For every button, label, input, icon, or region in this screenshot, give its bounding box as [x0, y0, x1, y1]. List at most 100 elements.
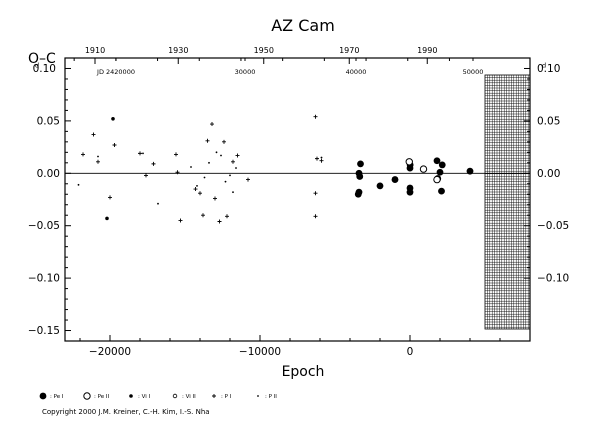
- hatch-border: [484, 74, 531, 330]
- y-tick-label-right: 0.00: [537, 168, 560, 180]
- top-jd-label: 50000: [463, 68, 484, 76]
- data-point: [142, 152, 144, 155]
- data-point: [138, 151, 142, 156]
- data-point: [220, 154, 222, 157]
- data-point: [196, 184, 198, 187]
- top-year-label: 1970: [339, 46, 359, 55]
- legend-label: : P II: [265, 394, 277, 400]
- data-point: [224, 180, 227, 183]
- legend-symbol: [83, 392, 91, 400]
- legend-label: : Vi II: [182, 394, 196, 400]
- y-tick-label-right: −0.10: [537, 273, 569, 285]
- data-point: [313, 191, 318, 196]
- top-year-label: 1930: [168, 46, 188, 55]
- legend-label: : Vi I: [138, 394, 151, 400]
- data-point: [391, 176, 399, 183]
- hatched-future-region: [484, 74, 531, 330]
- data-point: [205, 138, 210, 143]
- legend-symbol: [129, 394, 133, 398]
- y-tick-label-left: 0.05: [37, 115, 60, 127]
- data-point: [193, 187, 198, 192]
- copyright-notice: Copyright 2000 J.M. Kreiner, C.-H. Kim, …: [42, 408, 210, 416]
- data-point: [208, 161, 210, 164]
- data-point: [203, 176, 206, 179]
- y-tick-label-right: 0.10: [537, 63, 560, 75]
- data-point: [315, 156, 319, 161]
- data-point: [231, 159, 235, 164]
- y-tick-label-left: −0.10: [28, 273, 60, 285]
- data-point: [81, 152, 85, 157]
- x-tick-label: 0: [407, 346, 414, 358]
- data-point: [229, 174, 231, 177]
- y-tick-label-left: −0.05: [28, 220, 60, 232]
- data-point: [77, 183, 80, 186]
- data-point: [215, 151, 218, 154]
- y-axis-label: O–C: [28, 51, 56, 67]
- data-point: [356, 173, 364, 180]
- data-point: [405, 158, 413, 166]
- data-point: [97, 155, 99, 158]
- data-point: [105, 216, 109, 221]
- data-point: [178, 218, 183, 223]
- data-point: [108, 195, 112, 200]
- top-year-label: 1990: [417, 46, 437, 55]
- legend-symbol: [257, 395, 259, 397]
- legend-label: : Pe II: [94, 394, 109, 400]
- top-jd-label: JD 2420000: [96, 68, 135, 76]
- data-point: [225, 214, 229, 219]
- data-point: [376, 182, 384, 190]
- data-point: [313, 214, 318, 219]
- data-points: [77, 114, 474, 224]
- data-point: [466, 167, 474, 175]
- y-tick-label-right: 0.05: [537, 115, 560, 127]
- legend-symbol: [172, 393, 178, 399]
- data-point: [438, 187, 445, 195]
- data-point: [319, 158, 324, 163]
- data-point: [144, 173, 148, 178]
- data-point: [217, 219, 222, 224]
- x-tick-label: −20000: [89, 346, 131, 358]
- data-point: [246, 177, 250, 182]
- tick-labels: −20000 −10000 0 0.10 0.05 0.00 −0.05 −0.10 −0.15…: [28, 46, 569, 358]
- plot-frame: [64, 57, 531, 342]
- chart-title: AZ Cam: [271, 16, 335, 35]
- data-point: [357, 160, 364, 168]
- data-point: [198, 191, 202, 196]
- data-point: [112, 142, 117, 147]
- legend-label: : P I: [221, 394, 232, 400]
- data-point: [174, 152, 178, 157]
- legend-symbol: [212, 394, 216, 398]
- y-tick-label-left: 0.10: [33, 63, 56, 75]
- y-tick-label-right: −0.05: [537, 220, 569, 232]
- data-point: [433, 157, 441, 165]
- y-tick-label-left: 0.00: [37, 168, 60, 180]
- x-axis-label: Epoch: [282, 364, 325, 380]
- top-year-label: 1910: [85, 46, 105, 55]
- data-point: [438, 161, 446, 169]
- data-point: [96, 159, 100, 164]
- data-point: [213, 196, 217, 201]
- y-tick-label-left: −0.15: [28, 325, 60, 337]
- data-point: [313, 114, 318, 119]
- data-point: [91, 132, 96, 137]
- legend: : Pe I : Pe II : Vi I : Vi II : P I : P II: [39, 392, 277, 400]
- legend-label: : Pe I: [50, 394, 64, 400]
- data-point: [210, 122, 214, 127]
- data-point: [320, 156, 323, 159]
- axis-ticks: [65, 58, 530, 341]
- data-point: [354, 190, 362, 198]
- data-point: [175, 170, 180, 175]
- y-unit-left: d: [35, 61, 39, 69]
- data-point: [111, 116, 115, 121]
- legend-symbol: [39, 392, 47, 400]
- x-tick-label: −10000: [239, 346, 281, 358]
- data-point: [419, 165, 428, 173]
- data-point: [235, 167, 237, 169]
- data-point: [232, 191, 234, 194]
- data-point: [190, 166, 192, 168]
- data-point: [201, 213, 205, 218]
- top-jd-label: 30000: [235, 68, 256, 76]
- data-point: [222, 139, 226, 144]
- data-point: [433, 175, 441, 184]
